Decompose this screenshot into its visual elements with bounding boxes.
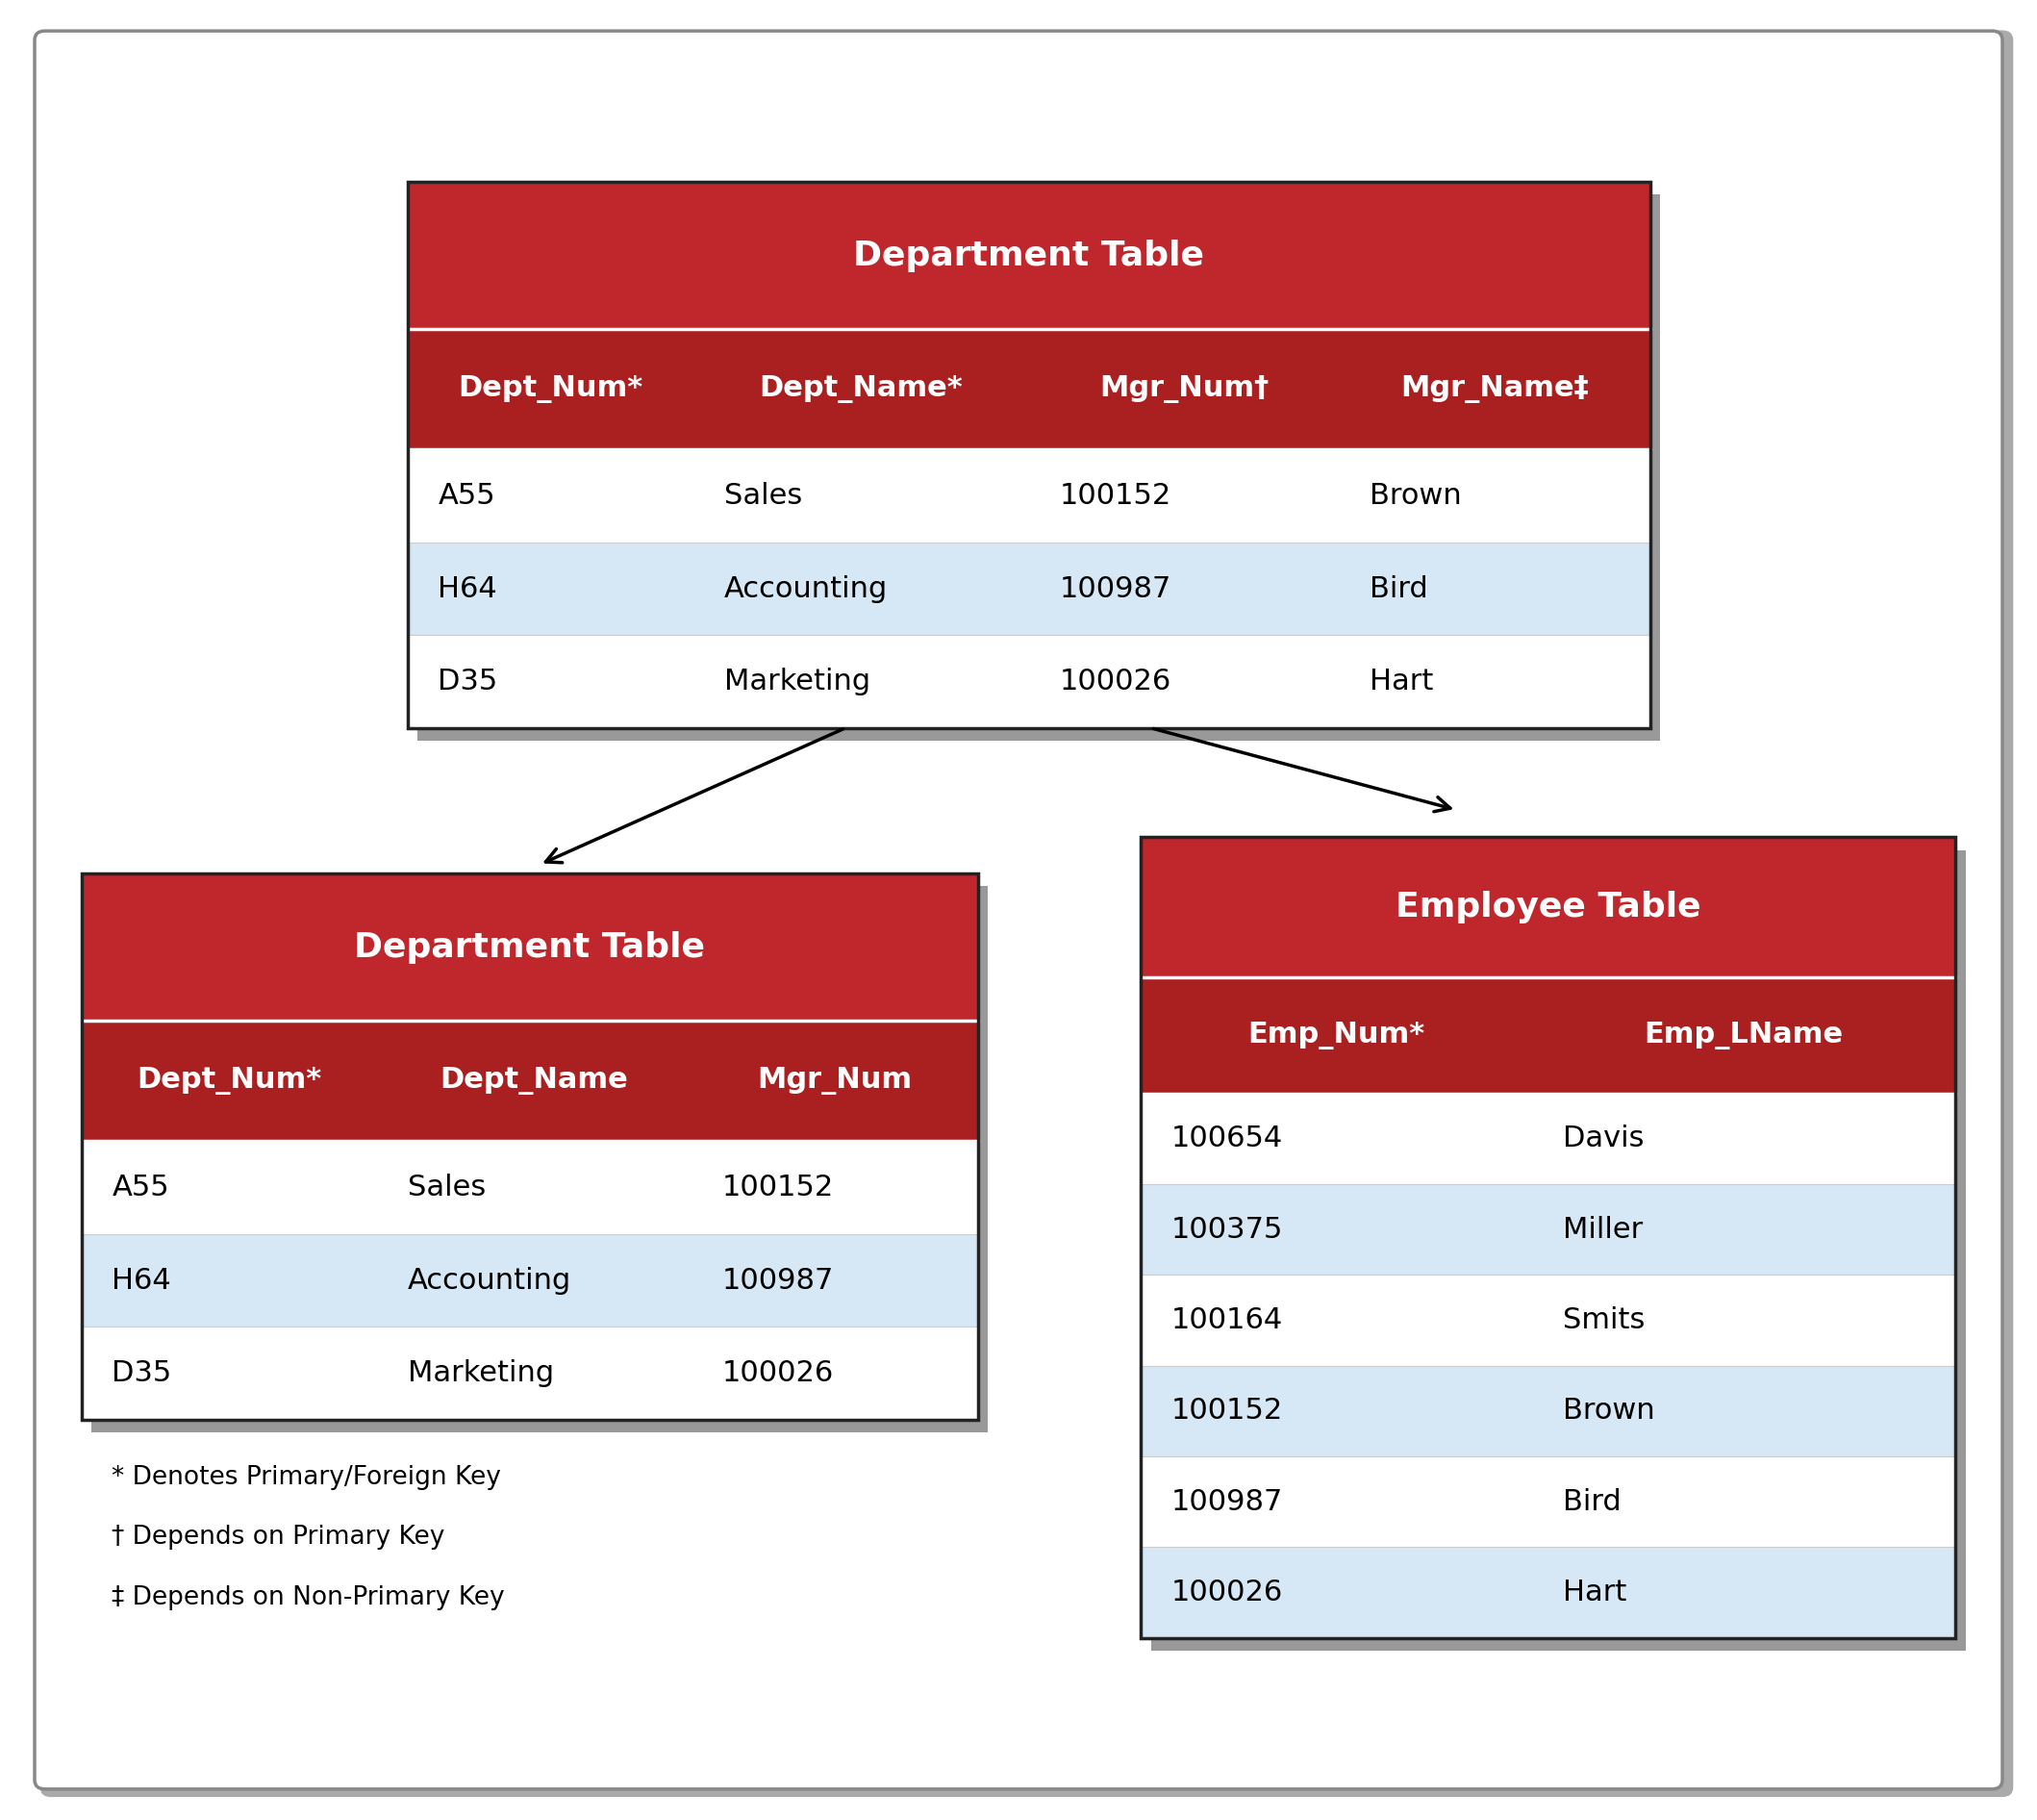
Text: 100375: 100375	[1171, 1216, 1283, 1243]
Bar	[81, 1234, 978, 1327]
Text: Accounting: Accounting	[723, 575, 888, 602]
FancyBboxPatch shape	[35, 31, 2002, 1789]
Bar	[1141, 1185, 1956, 1276]
Text: 100987: 100987	[1171, 1489, 1283, 1516]
Text: D35: D35	[112, 1360, 171, 1387]
Text: Bird: Bird	[1371, 575, 1428, 602]
Text: Dept_Name: Dept_Name	[440, 1067, 627, 1096]
Text: Sales: Sales	[723, 482, 803, 510]
Text: H64: H64	[112, 1267, 171, 1294]
Bar	[1141, 1456, 1956, 1547]
Text: Employee Table: Employee Table	[1395, 892, 1701, 923]
Bar	[418, 195, 1660, 741]
Text: Hart: Hart	[1371, 668, 1434, 695]
Text: 100152: 100152	[1059, 482, 1171, 510]
Bar	[407, 542, 1650, 635]
Text: Sales: Sales	[407, 1174, 487, 1201]
Text: † Depends on Primary Key: † Depends on Primary Key	[112, 1525, 446, 1551]
Bar	[81, 874, 978, 1021]
Bar	[407, 182, 1650, 329]
Text: 100026: 100026	[1059, 668, 1171, 695]
FancyBboxPatch shape	[41, 31, 2013, 1796]
Text: Brown: Brown	[1371, 482, 1463, 510]
Bar	[1141, 1094, 1956, 1185]
Bar	[81, 874, 978, 1420]
Text: ‡ Depends on Non-Primary Key: ‡ Depends on Non-Primary Key	[112, 1585, 505, 1611]
Text: * Denotes Primary/Foreign Key: * Denotes Primary/Foreign Key	[112, 1465, 501, 1491]
Text: Marketing: Marketing	[723, 668, 870, 695]
Text: 100654: 100654	[1171, 1125, 1283, 1152]
Text: D35: D35	[438, 668, 497, 695]
Bar	[81, 874, 978, 1420]
Bar	[1141, 1365, 1956, 1456]
Bar	[81, 1327, 978, 1420]
Text: 100164: 100164	[1171, 1307, 1283, 1334]
Bar	[1141, 837, 1956, 1638]
Bar	[81, 1141, 978, 1234]
Text: H64: H64	[438, 575, 497, 602]
Bar	[81, 1021, 978, 1141]
Bar	[407, 329, 1650, 450]
Bar	[92, 886, 988, 1432]
Bar	[1141, 1547, 1956, 1638]
Text: Dept_Num*: Dept_Num*	[458, 375, 644, 404]
Text: Bird: Bird	[1562, 1489, 1621, 1516]
Bar	[407, 182, 1650, 728]
Bar	[407, 450, 1650, 542]
Text: Marketing: Marketing	[407, 1360, 554, 1387]
Bar	[1141, 977, 1956, 1094]
Text: 100026: 100026	[1171, 1578, 1283, 1607]
Text: Mgr_Num†: Mgr_Num†	[1100, 375, 1269, 404]
Text: 100152: 100152	[1171, 1398, 1283, 1425]
Text: Miller: Miller	[1562, 1216, 1642, 1243]
Bar	[1141, 837, 1956, 977]
Bar	[1141, 1276, 1956, 1365]
Bar	[407, 635, 1650, 728]
Text: Hart: Hart	[1562, 1578, 1626, 1607]
Text: A55: A55	[438, 482, 495, 510]
Bar	[1151, 850, 1966, 1651]
Bar	[1141, 837, 1956, 1638]
Text: Mgr_Num: Mgr_Num	[758, 1067, 913, 1096]
Text: 100026: 100026	[721, 1360, 833, 1387]
Text: Emp_LName: Emp_LName	[1644, 1021, 1843, 1050]
Text: Dept_Name*: Dept_Name*	[760, 375, 964, 404]
Text: Department Table: Department Table	[354, 932, 705, 963]
Text: Davis: Davis	[1562, 1125, 1644, 1152]
Text: 100152: 100152	[721, 1174, 833, 1201]
Text: Brown: Brown	[1562, 1398, 1654, 1425]
Bar	[407, 182, 1650, 728]
Text: A55: A55	[112, 1174, 169, 1201]
Text: Emp_Num*: Emp_Num*	[1249, 1021, 1424, 1050]
Text: Smits: Smits	[1562, 1307, 1644, 1334]
Text: Accounting: Accounting	[407, 1267, 572, 1294]
Text: Dept_Num*: Dept_Num*	[136, 1067, 322, 1096]
Text: 100987: 100987	[721, 1267, 833, 1294]
Text: Mgr_Name‡: Mgr_Name‡	[1401, 375, 1589, 404]
Text: Department Table: Department Table	[854, 240, 1204, 271]
Text: 100987: 100987	[1059, 575, 1171, 602]
